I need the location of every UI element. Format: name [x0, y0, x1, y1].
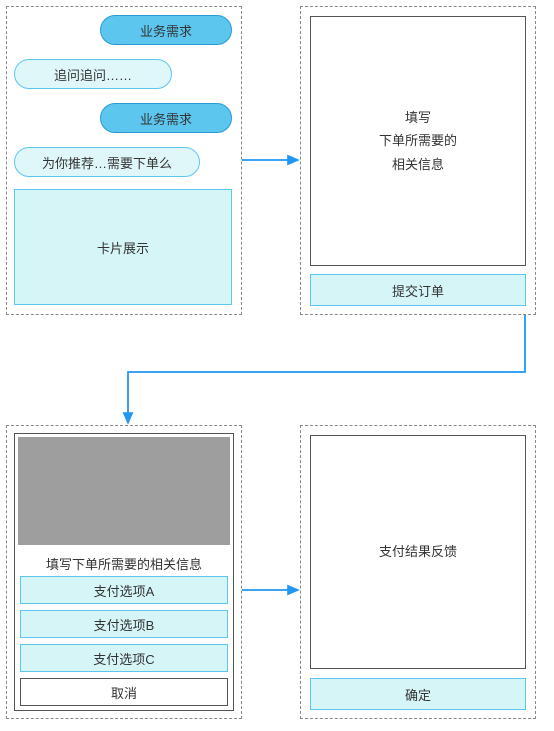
cancel-button[interactable]: 取消: [20, 678, 228, 706]
user-bubble-2: 业务需求: [100, 103, 232, 133]
submit-order-label: 提交订单: [392, 281, 444, 300]
submit-order-button[interactable]: 提交订单: [310, 274, 526, 306]
payment-option-c-label: 支付选项C: [93, 649, 154, 668]
card-display-text: 卡片展示: [97, 238, 149, 257]
system-bubble-1-text: 追问追问……: [54, 65, 132, 84]
payment-result-box: 支付结果反馈: [310, 435, 526, 669]
payment-sheet-label: 填写下单所需要的相关信息: [18, 552, 230, 574]
payment-option-c[interactable]: 支付选项C: [20, 644, 228, 672]
payment-option-a-label: 支付选项A: [94, 581, 155, 600]
payment-option-b[interactable]: 支付选项B: [20, 610, 228, 638]
user-bubble-2-text: 业务需求: [140, 109, 192, 128]
order-info-line1: 填写: [379, 106, 457, 129]
payment-result-text: 支付结果反馈: [379, 540, 457, 563]
confirm-button[interactable]: 确定: [310, 678, 526, 710]
cancel-button-label: 取消: [111, 683, 137, 702]
payment-sheet-overlay: [18, 437, 230, 545]
payment-option-a[interactable]: 支付选项A: [20, 576, 228, 604]
order-info-box: 填写 下单所需要的 相关信息: [310, 16, 526, 266]
system-bubble-2: 为你推荐…需要下单么: [14, 147, 200, 177]
order-info-line3: 相关信息: [379, 153, 457, 176]
system-bubble-2-text: 为你推荐…需要下单么: [42, 153, 172, 172]
system-bubble-1: 追问追问……: [14, 59, 172, 89]
arrow-2: [128, 315, 525, 423]
payment-sheet-label-text: 填写下单所需要的相关信息: [46, 554, 202, 573]
user-bubble-1-text: 业务需求: [140, 21, 192, 40]
order-info-text: 填写 下单所需要的 相关信息: [379, 106, 457, 176]
payment-option-b-label: 支付选项B: [94, 615, 155, 634]
order-info-line2: 下单所需要的: [379, 129, 457, 152]
card-display: 卡片展示: [14, 189, 232, 305]
user-bubble-1: 业务需求: [100, 15, 232, 45]
confirm-button-label: 确定: [405, 685, 431, 704]
